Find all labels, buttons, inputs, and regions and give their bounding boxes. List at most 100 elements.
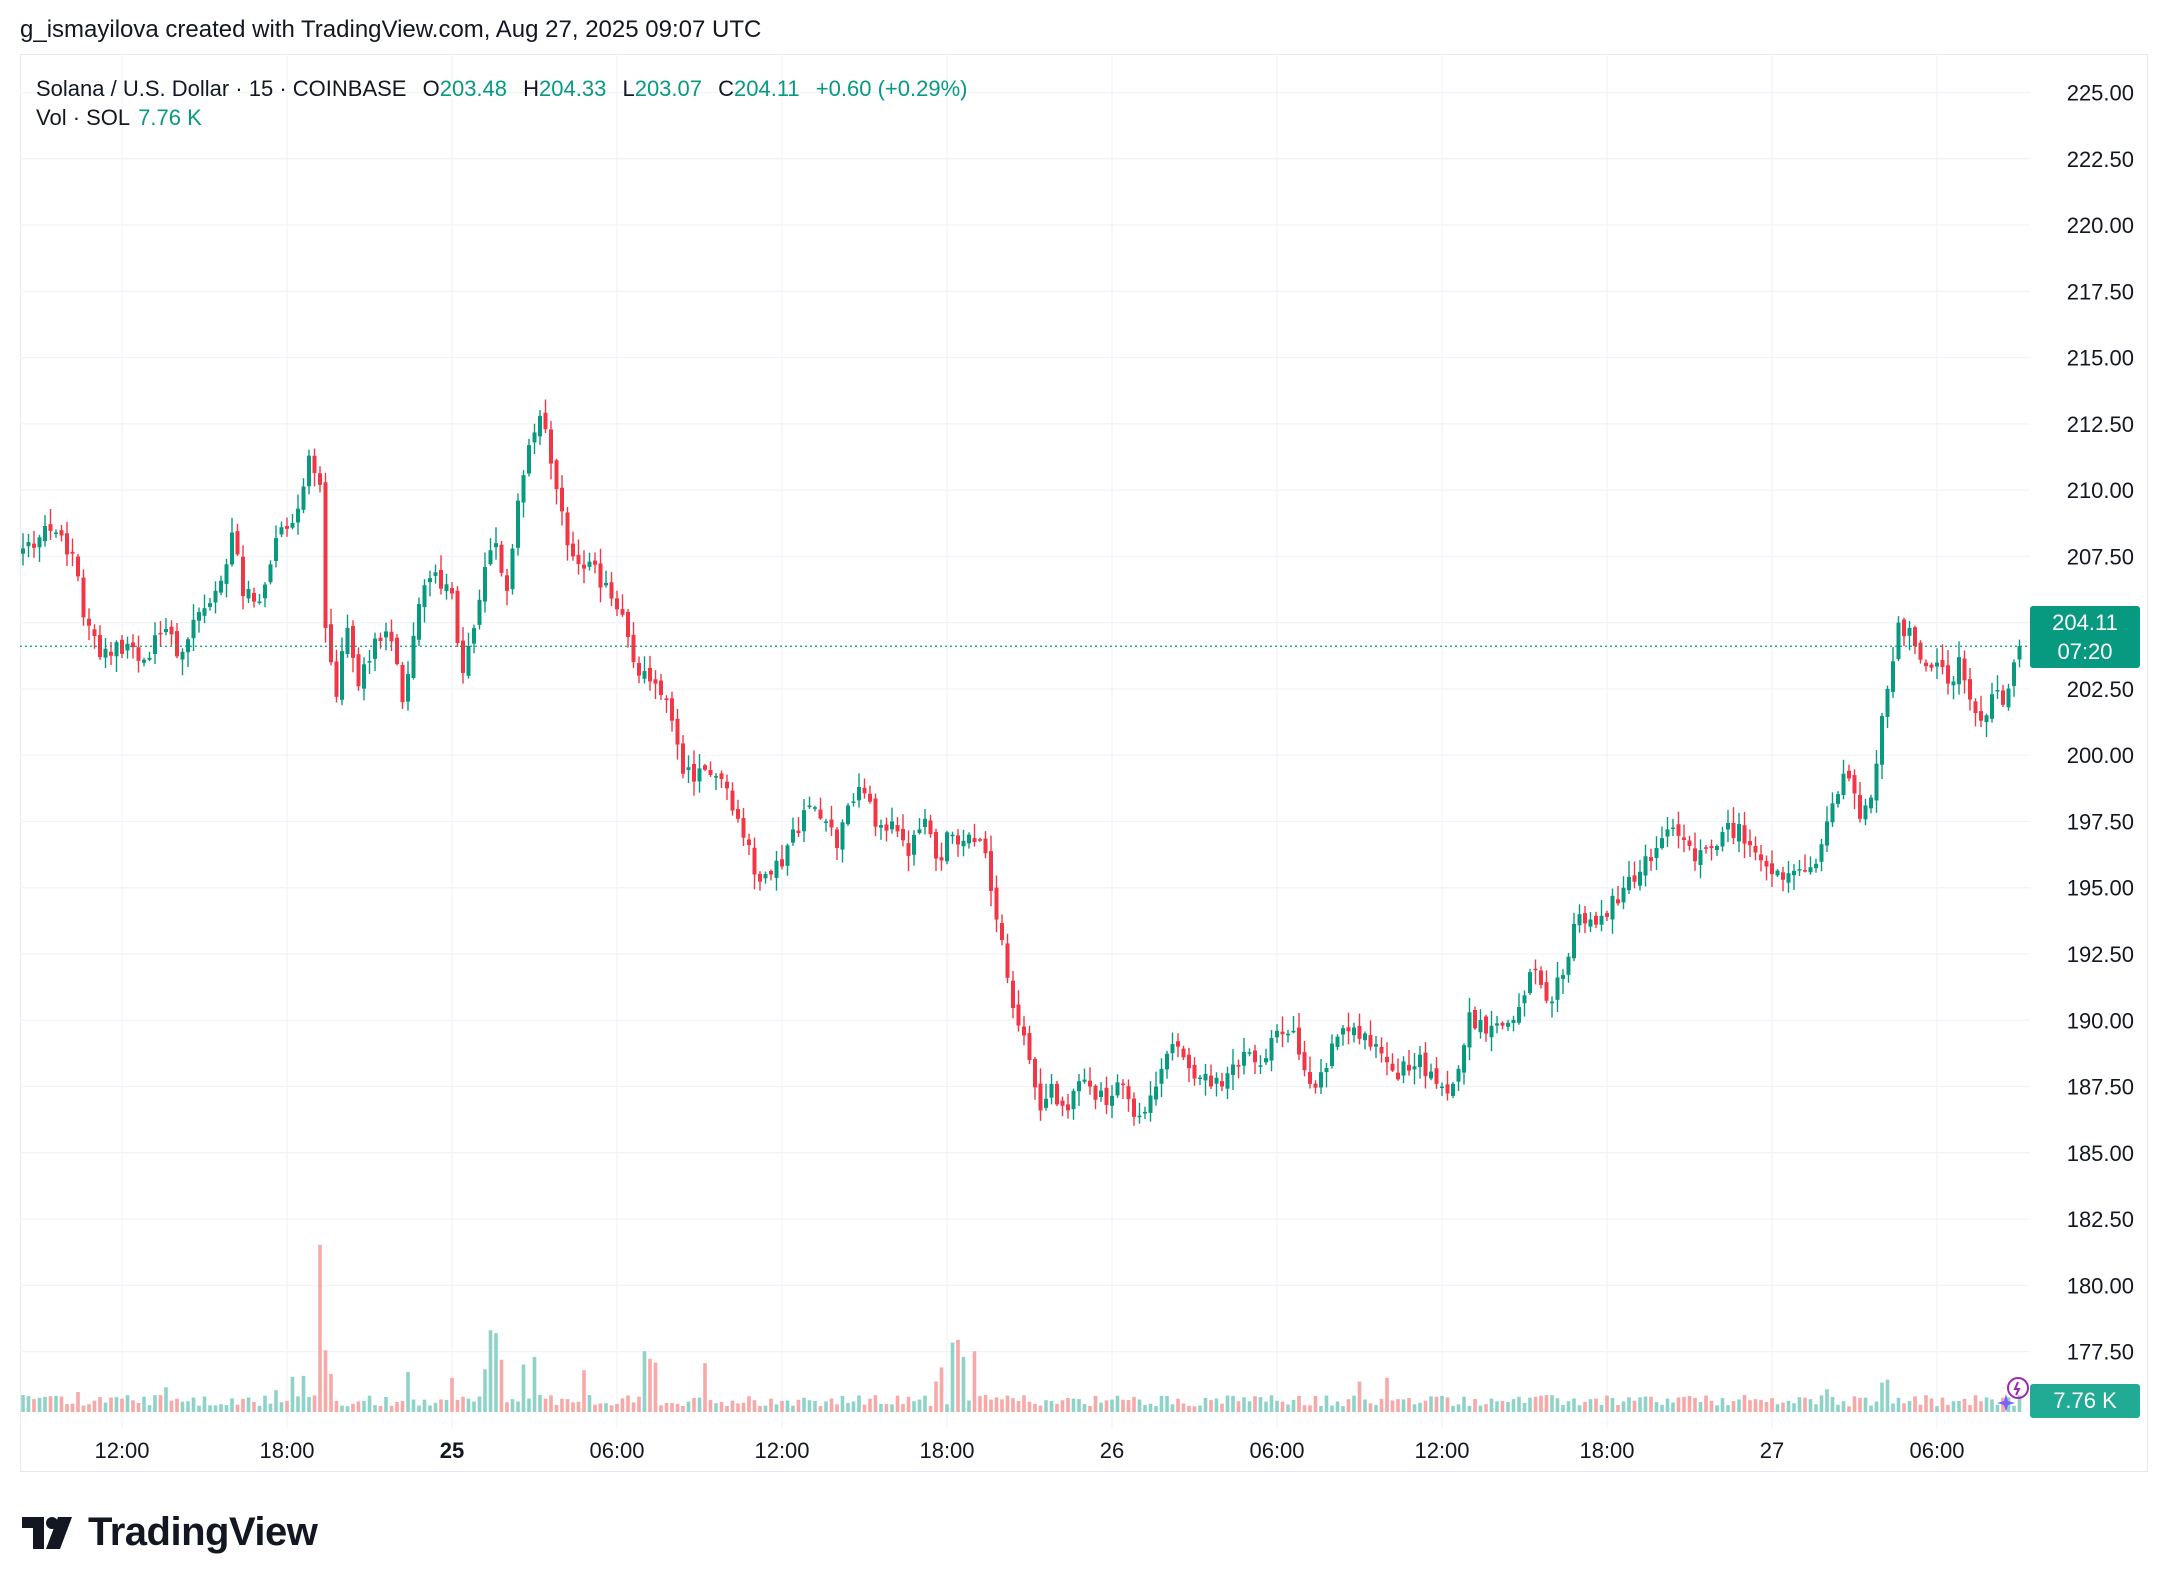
volume-bar (912, 1401, 916, 1412)
volume-bar (950, 1342, 955, 1412)
candle-body (241, 556, 245, 597)
candle-body (103, 648, 108, 658)
volume-bar (1946, 1404, 1950, 1412)
candle-body (846, 805, 850, 825)
candle-body (1126, 1086, 1131, 1100)
volume-bar (758, 1405, 762, 1412)
candle-body (158, 632, 163, 635)
candle-body (1462, 1045, 1466, 1073)
candle-body (1011, 980, 1015, 1009)
volume-bar (1544, 1395, 1549, 1412)
volume-bar (1033, 1403, 1037, 1412)
candle-body (1385, 1056, 1389, 1063)
volume-bar (472, 1401, 476, 1412)
volume-bar (1044, 1400, 1048, 1412)
volume-bar (543, 1398, 548, 1412)
candle-body (807, 805, 812, 808)
candle-body (224, 564, 229, 584)
volume-bar (631, 1402, 636, 1412)
candle-body (1737, 824, 1741, 842)
volume-bar (21, 1395, 25, 1412)
volume-bar (1291, 1399, 1296, 1412)
candle-body (274, 538, 278, 561)
candle-body (1407, 1064, 1411, 1071)
candlestick-chart[interactable]: 225.00 222.50 220.00 217.50 215.00 212.50 210.… (20, 54, 2148, 1472)
candle-body (1973, 701, 1978, 714)
candle-body (378, 637, 383, 641)
candle-body (1544, 982, 1549, 1001)
candle-body (1726, 822, 1730, 830)
volume-bar (274, 1390, 278, 1412)
volume-bar (450, 1377, 454, 1412)
candle-body (1489, 1025, 1494, 1038)
volume-bar (1038, 1405, 1043, 1412)
volume-bar (1918, 1404, 1923, 1412)
volume-bar (934, 1381, 938, 1412)
price-tick-label: 202.50 (2067, 677, 2134, 702)
candle-body (664, 698, 669, 701)
volume-bar (736, 1403, 740, 1412)
sparkle-icon[interactable] (1996, 1376, 2030, 1412)
candle-body (87, 618, 91, 626)
candle-body (1594, 915, 1598, 925)
candle-body (637, 662, 641, 676)
volume-bar (1621, 1401, 1626, 1412)
candle-body (483, 566, 487, 602)
candle-body (1330, 1043, 1334, 1067)
volume-bar (428, 1405, 432, 1412)
volume-bar (120, 1398, 124, 1412)
candle-body (1484, 1016, 1488, 1034)
volume-bar (615, 1403, 619, 1412)
candle-body (802, 810, 806, 832)
volume-bar (345, 1406, 350, 1412)
volume-bar (285, 1400, 289, 1412)
volume-bar (439, 1399, 443, 1412)
candle-body (923, 818, 927, 828)
candle-body (1198, 1077, 1202, 1080)
candle-body (703, 765, 707, 770)
volume-bar (180, 1401, 185, 1412)
volume-bar (164, 1387, 168, 1412)
volume-bar (1055, 1403, 1059, 1412)
volume-bar (1434, 1396, 1439, 1412)
candle-body (1423, 1052, 1428, 1077)
open-label: O (422, 76, 440, 101)
candle-body (1440, 1086, 1444, 1088)
volume-bar (1550, 1395, 1554, 1412)
volume-bar (846, 1402, 850, 1412)
tradingview-logo[interactable]: TradingView (22, 1510, 318, 1555)
candle-body (323, 482, 328, 628)
candle-body (180, 651, 185, 660)
candle-body (230, 532, 234, 565)
candle-body (1682, 837, 1686, 841)
volume-bar (1753, 1399, 1758, 1412)
candle-body (1814, 863, 1818, 869)
candle-body (1055, 1083, 1059, 1105)
volume-bar (87, 1404, 91, 1412)
candle-body (879, 825, 883, 828)
volume-bar (1473, 1399, 1477, 1412)
volume-bar (186, 1401, 190, 1412)
candle-body (246, 589, 251, 599)
candle-body (477, 599, 482, 625)
candle-body (901, 828, 905, 841)
candle-body (609, 582, 614, 599)
candle-body (1852, 775, 1857, 794)
volume-bar (1984, 1397, 1989, 1412)
candle-body (1396, 1072, 1400, 1080)
candle-body (1957, 657, 1961, 685)
volume-bar (1863, 1397, 1868, 1412)
candle-body (1555, 977, 1560, 1000)
volume-bar (1148, 1403, 1153, 1412)
candle-body (1077, 1081, 1081, 1092)
volume-bar (1566, 1401, 1571, 1412)
brand-name: TradingView (88, 1510, 318, 1554)
volume-bar (340, 1405, 344, 1412)
time-tick-label: 06:00 (1249, 1438, 1304, 1463)
volume-bar (1341, 1406, 1345, 1412)
candle-body (1187, 1054, 1191, 1069)
volume-bar (818, 1406, 823, 1412)
candle-body (983, 838, 988, 854)
candle-body (917, 829, 922, 833)
time-tick-label: 18:00 (1579, 1438, 1634, 1463)
